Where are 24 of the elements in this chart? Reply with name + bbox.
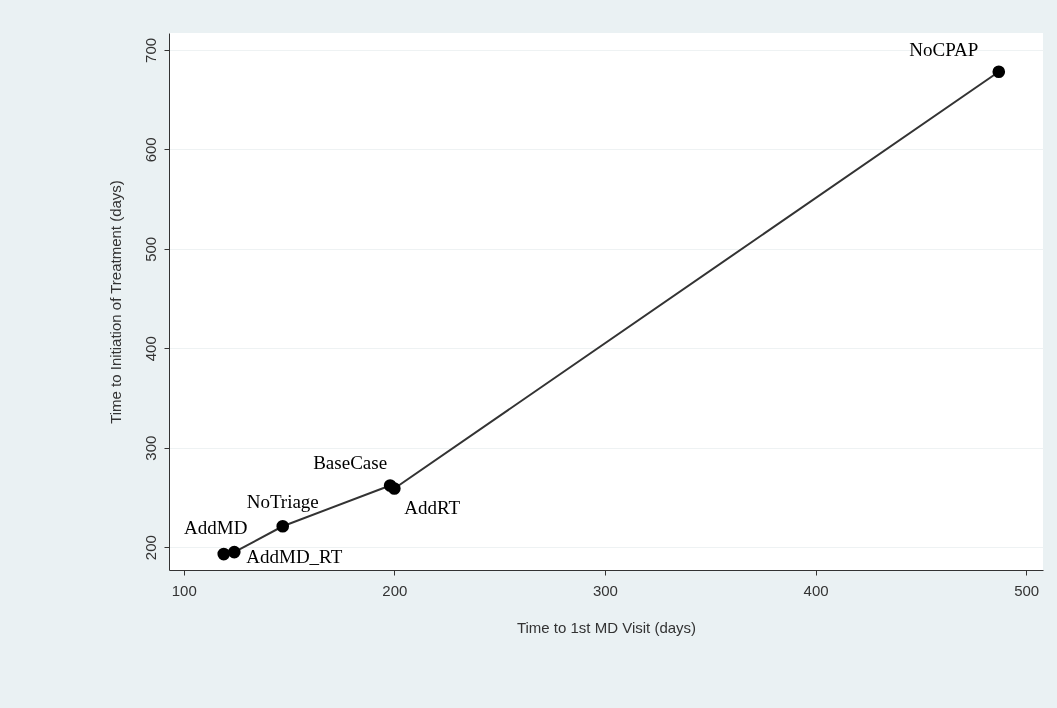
annotation: BaseCase xyxy=(313,452,388,474)
point xyxy=(992,65,1006,79)
annotation: AddRT xyxy=(404,497,461,519)
point xyxy=(227,545,241,559)
point xyxy=(276,519,290,533)
annotation: AddMD xyxy=(184,517,248,539)
y-tick-label: 600 xyxy=(141,137,159,163)
y-tick-label: 700 xyxy=(141,37,159,63)
x-tick-label: 300 xyxy=(592,581,618,599)
x-axis-title: Time to 1st MD Visit (days) xyxy=(516,618,697,636)
y-axis-title: Time to Initiation of Treatment (days) xyxy=(106,180,124,424)
y-tick-label: 200 xyxy=(141,535,159,561)
x-tick-label: 200 xyxy=(382,581,408,599)
annotation: AddMD_RT xyxy=(246,546,343,568)
y-tick-label: 300 xyxy=(141,435,159,461)
x-tick-label: 400 xyxy=(803,581,829,599)
y-tick-label: 500 xyxy=(141,236,159,262)
y-tick-label: 400 xyxy=(141,336,159,362)
x-tick-label: 500 xyxy=(1014,581,1040,599)
point xyxy=(388,482,401,495)
annotation: NoTriage xyxy=(246,491,319,513)
point xyxy=(217,547,231,561)
annotation: NoCPAP xyxy=(909,38,979,60)
x-tick-label: 100 xyxy=(171,581,197,599)
